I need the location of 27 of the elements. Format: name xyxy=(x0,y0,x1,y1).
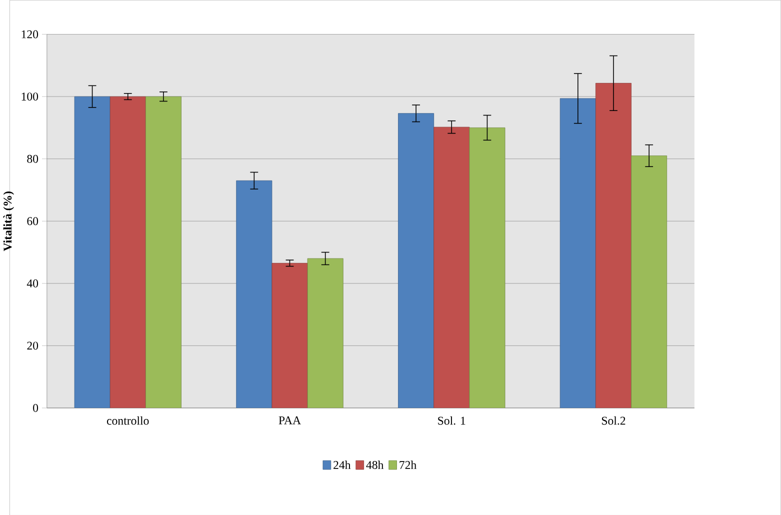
y-tick-label: 80 xyxy=(27,154,38,163)
bar xyxy=(631,155,668,408)
bar xyxy=(596,82,632,408)
bar xyxy=(434,126,470,408)
bar xyxy=(398,112,434,408)
y-tick-label: 120 xyxy=(22,30,38,38)
bar xyxy=(145,96,182,408)
bar xyxy=(110,96,146,408)
y-axis-title: Vitalità (%) xyxy=(3,191,14,251)
y-tick-label: 0 xyxy=(33,404,38,412)
y-tick-label: 20 xyxy=(27,341,38,350)
bar xyxy=(469,127,506,408)
x-tick-label: Sol. 1 xyxy=(438,416,466,425)
bar xyxy=(307,258,344,408)
x-tick-label: Sol.2 xyxy=(602,416,626,425)
legend-label: 72h xyxy=(400,460,416,469)
bar xyxy=(560,98,596,408)
x-tick-label: controllo xyxy=(106,416,149,424)
y-tick-label: 40 xyxy=(26,279,38,288)
legend-label: 24h xyxy=(334,460,351,469)
bar xyxy=(74,96,110,408)
y-tick-label: 100 xyxy=(22,92,38,100)
y-tick-label: 60 xyxy=(27,216,38,225)
bar xyxy=(272,262,308,408)
bar xyxy=(236,180,272,408)
x-tick-label: PAA xyxy=(278,416,301,424)
legend-label: 48h xyxy=(366,460,384,469)
